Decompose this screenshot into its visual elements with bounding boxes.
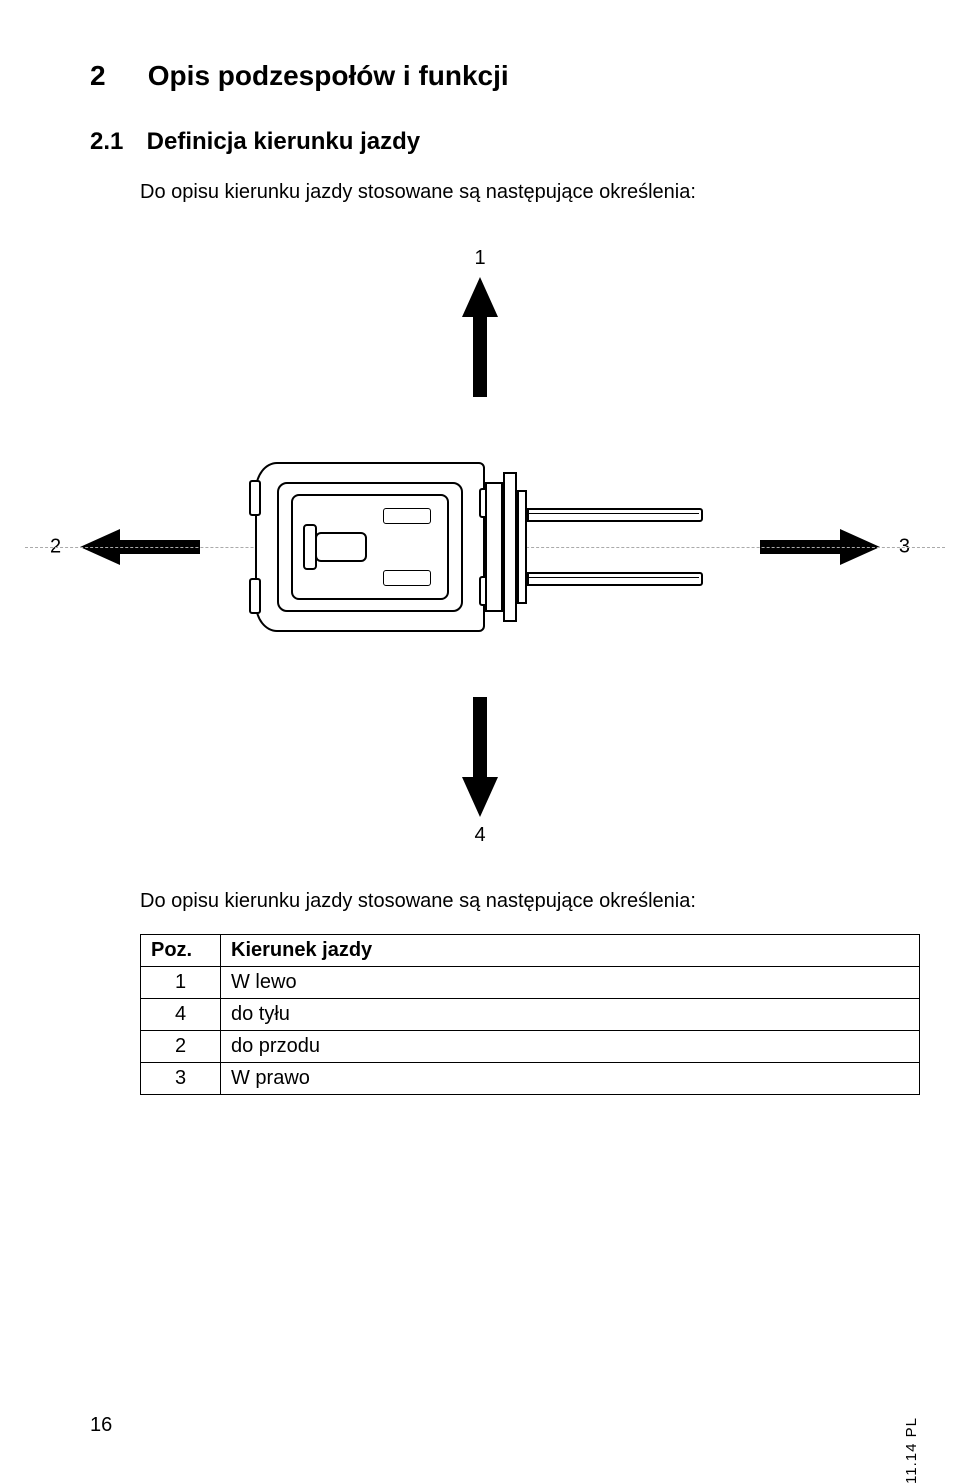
forklift-wheel-front-right	[249, 578, 261, 614]
table-cell-dir: W lewo	[221, 967, 920, 999]
table-cell-dir: W prawo	[221, 1063, 920, 1095]
table-cell-dir: do przodu	[221, 1031, 920, 1063]
heading-2-text: Definicja kierunku jazdy	[147, 128, 420, 155]
forklift-wheel-front-left	[249, 480, 261, 516]
forklift-fork-bottom	[527, 572, 703, 586]
diagram-label-top: 1	[474, 247, 485, 270]
forklift-top-view-icon	[255, 462, 705, 632]
heading-1-number: 2	[90, 60, 140, 92]
forklift-seat	[315, 532, 367, 562]
forklift-carriage	[517, 490, 527, 604]
page-number: 16	[90, 1414, 112, 1437]
forklift-dash	[383, 508, 431, 524]
table-cell-dir: do tyłu	[221, 999, 920, 1031]
table-row: 1 W lewo	[141, 967, 920, 999]
direction-table: Poz. Kierunek jazdy 1 W lewo 4 do tyłu 2…	[140, 934, 920, 1095]
direction-diagram: 1 2 3 4	[90, 247, 870, 847]
heading-2: 2.1 Definicja kierunku jazdy	[90, 128, 870, 156]
intro-block: Do opisu kierunku jazdy stosowane są nas…	[90, 178, 870, 207]
paragraph-2: Do opisu kierunku jazdy stosowane są nas…	[90, 887, 870, 916]
table-header-row: Poz. Kierunek jazdy	[141, 935, 920, 967]
table-row: 4 do tyłu	[141, 999, 920, 1031]
side-code: 11.14 PL	[903, 1417, 920, 1484]
table-cell-poz: 3	[141, 1063, 221, 1095]
arrow-up-icon	[460, 277, 500, 397]
heading-2-number: 2.1	[90, 128, 140, 156]
forklift-fork-top	[527, 508, 703, 522]
forklift-dash-2	[383, 570, 431, 586]
table-cell-poz: 1	[141, 967, 221, 999]
table-cell-poz: 2	[141, 1031, 221, 1063]
diagram-label-bottom: 4	[474, 824, 485, 847]
table-cell-poz: 4	[141, 999, 221, 1031]
page: 2 Opis podzespołów i funkcji 2.1 Definic…	[0, 0, 960, 1477]
heading-1: 2 Opis podzespołów i funkcji	[90, 60, 870, 92]
table-row: 3 W prawo	[141, 1063, 920, 1095]
table-row: 2 do przodu	[141, 1031, 920, 1063]
table-header-kierunek: Kierunek jazdy	[221, 935, 920, 967]
table-header-poz: Poz.	[141, 935, 221, 967]
arrow-down-icon	[460, 697, 500, 817]
heading-1-text: Opis podzespołów i funkcji	[148, 60, 509, 91]
table-block: Poz. Kierunek jazdy 1 W lewo 4 do tyłu 2…	[90, 934, 870, 1095]
forklift-mast-2	[503, 472, 517, 622]
paragraph-1: Do opisu kierunku jazdy stosowane są nas…	[140, 178, 870, 207]
forklift-mast-1	[485, 482, 503, 612]
